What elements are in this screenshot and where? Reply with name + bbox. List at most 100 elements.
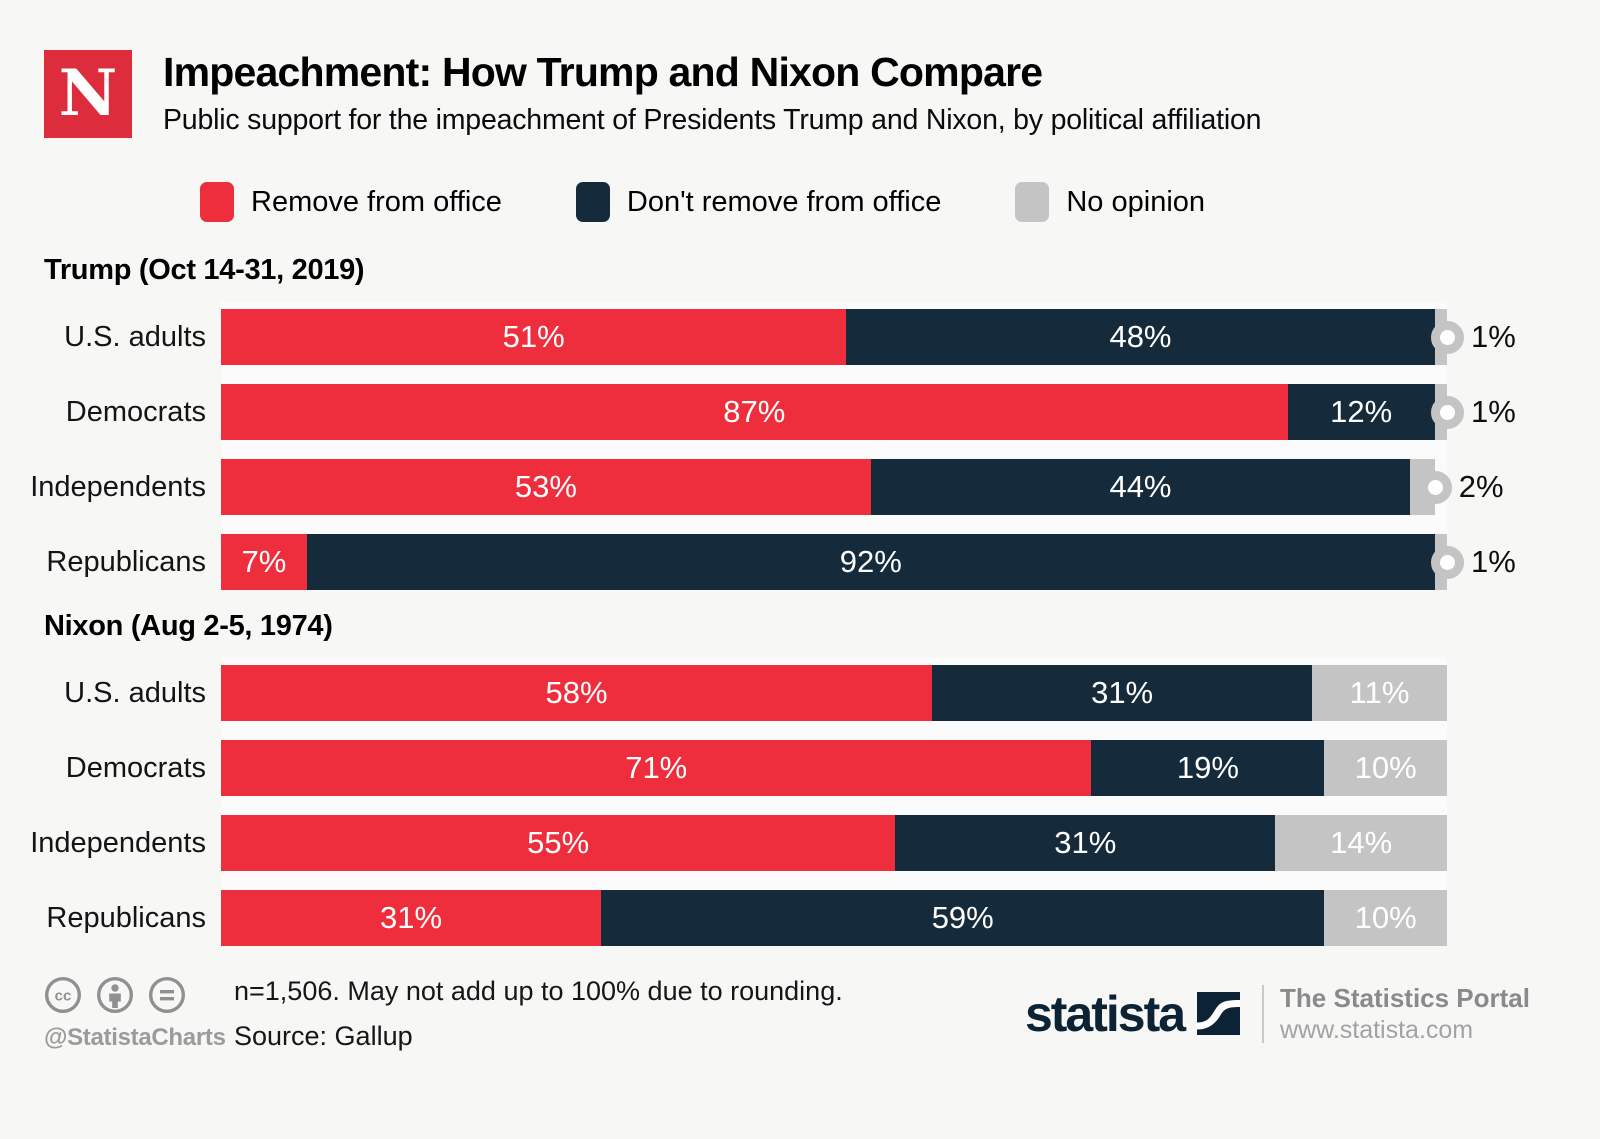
segment-dont-remove: 92% xyxy=(306,534,1435,590)
newsweek-logo: N xyxy=(44,50,132,138)
category-label: Independents xyxy=(30,826,206,859)
portal-text: The Statistics Portal www.statista.com xyxy=(1280,983,1530,1045)
segment-value-label: 44% xyxy=(1109,469,1172,504)
segment-value-label: 31% xyxy=(1054,825,1117,860)
cc-license-block: cc @StatistaCharts xyxy=(44,976,234,1052)
bar-track: 51% 48% 1% xyxy=(221,309,1516,365)
bar-row: U.S. adults 58% 31% 11% xyxy=(0,665,1600,721)
legend-item-remove: Remove from office xyxy=(200,182,502,222)
legend-item-dont-remove: Don't remove from office xyxy=(575,182,942,222)
segment-value-label: 12% xyxy=(1330,394,1393,429)
bar-track: 58% 31% 11% xyxy=(221,665,1447,721)
legend-swatch-dont-remove xyxy=(575,182,610,222)
category-label: U.S. adults xyxy=(64,676,206,709)
segment-remove: 7% xyxy=(221,534,307,590)
footer: cc @StatistaCharts n=1,506. May not add … xyxy=(0,976,1600,1052)
attribution-person-icon xyxy=(97,977,133,1013)
segment-dont-remove: 31% xyxy=(932,665,1313,721)
bar-row: Democrats 87% 12% 1% xyxy=(0,384,1600,440)
bar-track: 7% 92% 1% xyxy=(221,534,1516,590)
bar-rows: U.S. adults 51% 48% 1% Democrats 87% 12% 1% Inde… xyxy=(0,301,1600,590)
source-note: Source: Gallup xyxy=(234,1021,413,1051)
bar-track: 31% 59% 10% xyxy=(221,890,1447,946)
segment-value-label: 92% xyxy=(839,544,902,579)
legend-label: Don't remove from office xyxy=(626,185,942,218)
equals-icon xyxy=(149,977,185,1013)
segment-value-label: 87% xyxy=(723,394,786,429)
no-opinion-value-label: 2% xyxy=(1458,469,1504,504)
segment-remove: 31% xyxy=(221,890,602,946)
segment-no-opinion: 11% xyxy=(1312,665,1447,721)
category-label: Democrats xyxy=(65,751,206,784)
chart-legend: Remove from office Don't remove from off… xyxy=(200,182,1600,222)
bar-row: Democrats 71% 19% 10% xyxy=(0,740,1600,796)
svg-text:cc: cc xyxy=(55,988,72,1005)
page-subtitle: Public support for the impeachment of Pr… xyxy=(163,104,1262,137)
segment-remove: 51% xyxy=(221,309,847,365)
segment-value-label: 59% xyxy=(931,900,994,935)
statista-swoosh-icon xyxy=(1197,992,1241,1036)
sample-size-note: n=1,506. May not add up to 100% due to r… xyxy=(234,976,843,1006)
statista-wordmark: statista xyxy=(1024,985,1186,1042)
segment-dont-remove: 19% xyxy=(1091,740,1325,796)
category-label: Republicans xyxy=(46,545,206,578)
legend-label: No opinion xyxy=(1066,185,1206,218)
cc-license-icons: cc xyxy=(44,976,234,1014)
bar-track: 71% 19% 10% xyxy=(221,740,1447,796)
segment-remove: 53% xyxy=(221,459,871,515)
no-opinion-value-label: 1% xyxy=(1470,544,1516,579)
bar-track: 87% 12% 1% xyxy=(221,384,1516,440)
segment-value-label: 58% xyxy=(545,675,608,710)
bar-row: Republicans 7% 92% 1% xyxy=(0,534,1600,590)
segment-value-label: 11% xyxy=(1349,675,1410,710)
segment-dont-remove: 48% xyxy=(846,309,1435,365)
segment-value-label: 10% xyxy=(1354,750,1417,785)
portal-url: www.statista.com xyxy=(1280,1015,1474,1044)
segment-no-opinion: 10% xyxy=(1324,740,1447,796)
category-label: Democrats xyxy=(65,395,206,428)
header: N Impeachment: How Trump and Nixon Compa… xyxy=(0,0,1600,138)
segment-value-label: 71% xyxy=(625,750,688,785)
legend-swatch-no-opinion xyxy=(1015,182,1050,222)
bar-track: 53% 44% 2% xyxy=(221,459,1504,515)
bar-row: Independents 55% 31% 14% xyxy=(0,815,1600,871)
segment-remove: 55% xyxy=(221,815,896,871)
segment-remove: 71% xyxy=(221,740,1092,796)
segment-no-opinion: 10% xyxy=(1324,890,1447,946)
segment-remove: 58% xyxy=(221,665,933,721)
statista-logo-block: statista The Statistics Portal www.stati… xyxy=(1024,983,1530,1045)
category-label: Republicans xyxy=(46,901,206,934)
segment-value-label: 19% xyxy=(1176,750,1239,785)
segment-value-label: 55% xyxy=(527,825,590,860)
legend-label: Remove from office xyxy=(251,185,502,218)
segment-value-label: 31% xyxy=(380,900,443,935)
legend-swatch-remove xyxy=(200,182,234,222)
no-opinion-value-label: 1% xyxy=(1470,319,1516,354)
bar-row: U.S. adults 51% 48% 1% xyxy=(0,309,1600,365)
segment-value-label: 53% xyxy=(514,469,577,504)
statista-charts-handle: @StatistaCharts xyxy=(44,1024,226,1051)
segment-dont-remove: 31% xyxy=(895,815,1276,871)
segment-value-label: 48% xyxy=(1109,319,1172,354)
no-opinion-ring-marker xyxy=(1430,395,1464,429)
segment-value-label: 31% xyxy=(1091,675,1154,710)
page-title: Impeachment: How Trump and Nixon Compare xyxy=(163,49,1043,95)
segment-value-label: 10% xyxy=(1354,900,1417,935)
segment-remove: 87% xyxy=(221,384,1288,440)
section-nixon: Nixon (Aug 2-5, 1974) U.S. adults 58% 31% 1… xyxy=(0,610,1600,946)
category-label: U.S. adults xyxy=(64,320,206,353)
segment-dont-remove: 12% xyxy=(1287,384,1435,440)
section-heading: Nixon (Aug 2-5, 1974) xyxy=(44,610,333,642)
newsweek-logo-letter: N xyxy=(58,56,118,131)
header-text: Impeachment: How Trump and Nixon Compare… xyxy=(163,49,1262,137)
no-opinion-ring-marker xyxy=(1430,545,1464,579)
section-heading: Trump (Oct 14-31, 2019) xyxy=(44,254,365,286)
segment-value-label: 51% xyxy=(502,319,565,354)
segment-dont-remove: 59% xyxy=(601,890,1325,946)
section-trump: Trump (Oct 14-31, 2019) U.S. adults 51% 48… xyxy=(0,254,1600,590)
bar-track: 55% 31% 14% xyxy=(221,815,1447,871)
cc-icon: cc xyxy=(45,977,81,1013)
no-opinion-value-label: 1% xyxy=(1470,394,1516,429)
footer-divider xyxy=(1262,984,1265,1043)
